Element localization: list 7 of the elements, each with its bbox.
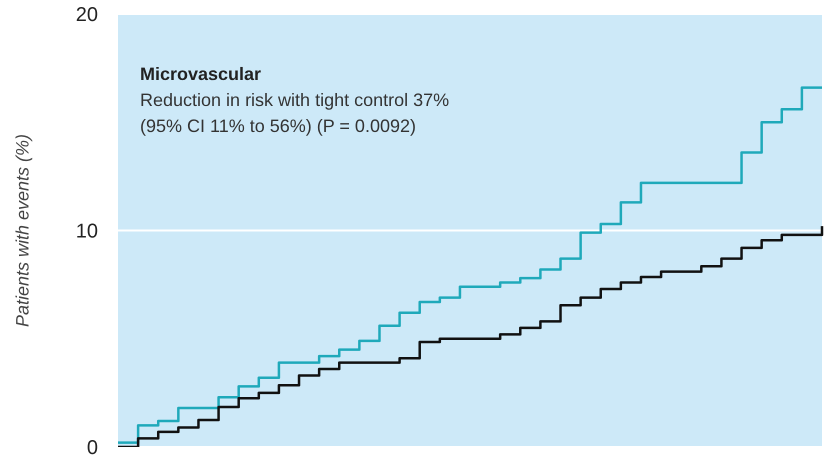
y-axis-title: Patients with events (%) (12, 134, 32, 328)
annotation: Reduction in risk with tight control 37% (140, 90, 450, 110)
y-tick-label: 20 (76, 4, 98, 26)
annotation: (95% CI 11% to 56%) (P = 0.0092) (140, 116, 416, 136)
text: Microvascular (140, 64, 262, 84)
y-tick-label: 10 (76, 220, 98, 243)
y-tick-label: 0 (86, 437, 98, 460)
